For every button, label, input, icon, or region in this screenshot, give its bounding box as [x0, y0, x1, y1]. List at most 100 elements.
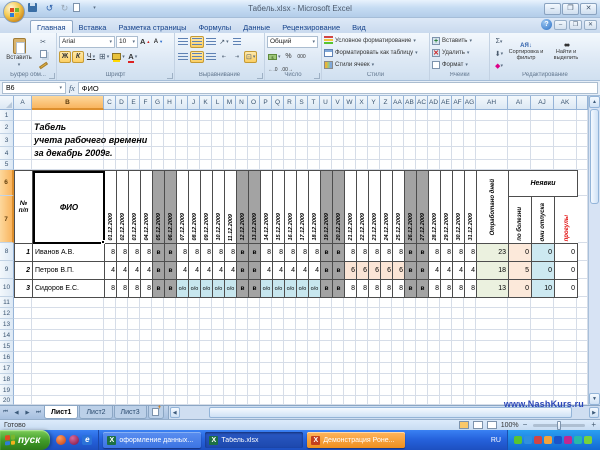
cell-R15[interactable] [284, 341, 296, 352]
cell-S18[interactable] [296, 374, 308, 385]
day-cell[interactable]: 8 [141, 244, 153, 262]
cell-S17[interactable] [296, 363, 308, 374]
cell-D14[interactable] [116, 330, 128, 341]
cell-C15[interactable] [104, 341, 116, 352]
cell-AA5[interactable] [392, 160, 404, 170]
cell-S4[interactable] [296, 147, 308, 160]
day-cell[interactable]: 8 [429, 244, 441, 262]
cell-L19[interactable] [212, 385, 224, 396]
cell-B20[interactable] [32, 396, 104, 405]
cell-F14[interactable] [140, 330, 152, 341]
total-worked-days[interactable]: 18 [477, 262, 509, 280]
cell-Y12[interactable] [368, 308, 380, 319]
taskbar-task[interactable]: X Демонстрация Роне... [307, 432, 406, 448]
tray-icon[interactable] [584, 436, 592, 444]
cell-AC3[interactable] [416, 134, 428, 147]
orientation-icon[interactable]: ↗ ▾ [219, 38, 229, 46]
cell-AI20[interactable] [508, 396, 531, 405]
fill-handle[interactable] [101, 240, 105, 244]
cell-C13[interactable] [104, 319, 116, 330]
cell-AE18[interactable] [440, 374, 452, 385]
borders-icon[interactable]: ⊞ ▾ [99, 52, 110, 61]
cell-AA20[interactable] [392, 396, 404, 405]
cell-Y18[interactable] [368, 374, 380, 385]
cell-AA13[interactable] [392, 319, 404, 330]
cell-A3[interactable] [14, 134, 32, 147]
cell-K18[interactable] [200, 374, 212, 385]
column-header-E[interactable]: E [128, 96, 140, 110]
cell-AA12[interactable] [392, 308, 404, 319]
cell-AI14[interactable] [508, 330, 531, 341]
cell-M11[interactable] [224, 297, 236, 308]
cell-N14[interactable] [236, 330, 248, 341]
cell-H2[interactable] [164, 121, 176, 134]
cell-L11[interactable] [212, 297, 224, 308]
cell-J5[interactable] [188, 160, 200, 170]
cell-AI11[interactable] [508, 297, 531, 308]
cell-P15[interactable] [260, 341, 272, 352]
number-dialog-launcher-icon[interactable] [314, 73, 320, 79]
cell-Q4[interactable] [272, 147, 284, 160]
cell-X17[interactable] [356, 363, 368, 374]
cell-AD18[interactable] [428, 374, 440, 385]
cell-L4[interactable] [212, 147, 224, 160]
cell-R17[interactable] [284, 363, 296, 374]
cell-L5[interactable] [212, 160, 224, 170]
column-header-X[interactable]: X [356, 96, 368, 110]
cell-AD4[interactable] [428, 147, 440, 160]
cell-N19[interactable] [236, 385, 248, 396]
cell-AC18[interactable] [416, 374, 428, 385]
cell-G14[interactable] [152, 330, 164, 341]
row-header-3[interactable]: 3 [0, 134, 14, 147]
column-header-N[interactable]: N [236, 96, 248, 110]
cell-AJ13[interactable] [531, 319, 554, 330]
column-header-AA[interactable]: AA [392, 96, 404, 110]
column-header-H[interactable]: H [164, 96, 176, 110]
date-header[interactable]: 29.12.2009 [441, 171, 453, 244]
date-header[interactable]: 14.12.2009 [261, 171, 273, 244]
workbook-close-icon[interactable]: ✕ [584, 19, 597, 30]
cell-Q14[interactable] [272, 330, 284, 341]
employee-number[interactable]: 2 [15, 262, 33, 280]
cell-F4[interactable] [140, 147, 152, 160]
cell-M17[interactable] [224, 363, 236, 374]
undo-icon[interactable]: ↺ [45, 2, 54, 13]
cell-D13[interactable] [116, 319, 128, 330]
cell-K19[interactable] [200, 385, 212, 396]
cell-M14[interactable] [224, 330, 236, 341]
day-cell[interactable]: 8 [453, 280, 465, 298]
cell-O17[interactable] [248, 363, 260, 374]
cell-E11[interactable] [128, 297, 140, 308]
cell-AD20[interactable] [428, 396, 440, 405]
cell-AE19[interactable] [440, 385, 452, 396]
save-icon[interactable] [28, 2, 41, 15]
cell-Y3[interactable] [368, 134, 380, 147]
cell-Z12[interactable] [380, 308, 392, 319]
day-cell[interactable]: 8 [345, 244, 357, 262]
day-cell[interactable]: о/о [177, 280, 189, 298]
cell-AG1[interactable] [464, 110, 476, 121]
align-bottom-icon[interactable] [205, 36, 217, 48]
cell-X18[interactable] [356, 374, 368, 385]
cell-L18[interactable] [212, 374, 224, 385]
underline-button[interactable]: Ч ▾ [86, 53, 96, 60]
cell-AB5[interactable] [404, 160, 416, 170]
cell-S12[interactable] [296, 308, 308, 319]
cell-AI3[interactable] [508, 134, 531, 147]
cell-C12[interactable] [104, 308, 116, 319]
day-cell[interactable]: в [249, 244, 261, 262]
ribbon-tab-Формулы[interactable]: Формулы [198, 23, 232, 32]
cell-S19[interactable] [296, 385, 308, 396]
cell-Z20[interactable] [380, 396, 392, 405]
day-cell[interactable]: 8 [177, 244, 189, 262]
last-sheet-icon[interactable]: ⏭ [36, 409, 41, 415]
cell-Q19[interactable] [272, 385, 284, 396]
column-header-L[interactable]: L [212, 96, 224, 110]
cell-AJ12[interactable] [531, 308, 554, 319]
cell-AA14[interactable] [392, 330, 404, 341]
workbook-minimize-icon[interactable]: – [554, 19, 567, 30]
cell-AK20[interactable] [554, 396, 577, 405]
normal-view-icon[interactable] [458, 421, 469, 429]
cell-AC1[interactable] [416, 110, 428, 121]
cell-S14[interactable] [296, 330, 308, 341]
